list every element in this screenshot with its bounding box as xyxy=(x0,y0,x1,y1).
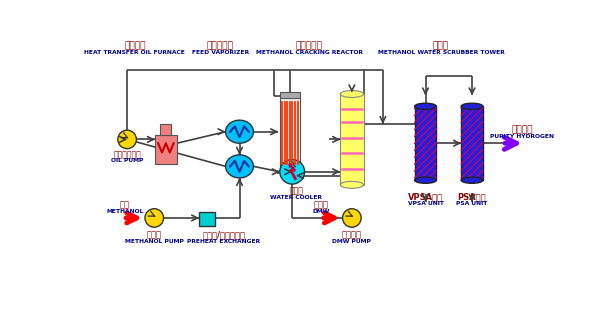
Text: VPSA脲碳: VPSA脲碳 xyxy=(408,193,443,202)
Text: FEED VAPORIZER: FEED VAPORIZER xyxy=(192,50,249,55)
Text: METHANOL: METHANOL xyxy=(106,208,144,213)
Text: 导热油炉: 导热油炉 xyxy=(124,42,146,51)
Text: PSA UNIT: PSA UNIT xyxy=(456,201,488,206)
Bar xyxy=(160,124,171,135)
Text: PREHEAT EXCHANGER: PREHEAT EXCHANGER xyxy=(187,238,260,243)
Circle shape xyxy=(280,159,305,184)
Text: 原料汽化器: 原料汽化器 xyxy=(207,42,233,51)
Text: 高纯氢气: 高纯氢气 xyxy=(511,125,533,134)
Bar xyxy=(199,212,215,226)
Ellipse shape xyxy=(340,181,363,188)
Circle shape xyxy=(145,209,163,227)
Text: 脱盐水泵: 脱盐水泵 xyxy=(342,230,362,239)
Text: METHANOL CRACKING REACTOR: METHANOL CRACKING REACTOR xyxy=(256,50,363,55)
Bar xyxy=(280,98,300,166)
Text: 甲醇: 甲醇 xyxy=(120,200,130,209)
Text: PSA提氢: PSA提氢 xyxy=(457,193,486,202)
Ellipse shape xyxy=(225,120,254,143)
Text: 水冷器: 水冷器 xyxy=(289,186,303,195)
Bar xyxy=(461,106,483,180)
Ellipse shape xyxy=(461,177,483,183)
Ellipse shape xyxy=(414,103,437,109)
Text: 甲醇泵: 甲醇泵 xyxy=(147,230,161,239)
Bar xyxy=(414,106,437,180)
Text: 裂解反应器: 裂解反应器 xyxy=(296,42,323,51)
Text: METHANOL PUMP: METHANOL PUMP xyxy=(125,238,184,243)
Bar xyxy=(155,135,177,164)
Text: 反应气/原料换热器: 反应气/原料换热器 xyxy=(203,230,246,239)
Bar xyxy=(340,94,363,185)
Bar xyxy=(280,93,300,102)
Ellipse shape xyxy=(225,155,254,178)
Text: DMW: DMW xyxy=(312,208,330,213)
Bar xyxy=(280,164,300,171)
Text: 脱盐水: 脱盐水 xyxy=(313,200,328,209)
Text: 导热油循环泵: 导热油循环泵 xyxy=(113,150,141,159)
Ellipse shape xyxy=(340,91,363,98)
Text: VPSA UNIT: VPSA UNIT xyxy=(408,201,443,206)
Circle shape xyxy=(343,209,361,227)
Text: HEAT TRANSFER OIL FURNACE: HEAT TRANSFER OIL FURNACE xyxy=(85,50,185,55)
Text: PURITY HYDROGEN: PURITY HYDROGEN xyxy=(491,134,554,139)
Ellipse shape xyxy=(414,177,437,183)
Text: METHANOL WATER SCRUBBER TOWER: METHANOL WATER SCRUBBER TOWER xyxy=(378,50,504,55)
Text: OIL PUMP: OIL PUMP xyxy=(111,158,143,163)
Circle shape xyxy=(118,130,136,149)
Text: DMW PUMP: DMW PUMP xyxy=(332,238,371,243)
Text: 水洗塔: 水洗塔 xyxy=(433,42,449,51)
Text: WATER COOLER: WATER COOLER xyxy=(270,195,322,200)
Ellipse shape xyxy=(461,103,483,109)
